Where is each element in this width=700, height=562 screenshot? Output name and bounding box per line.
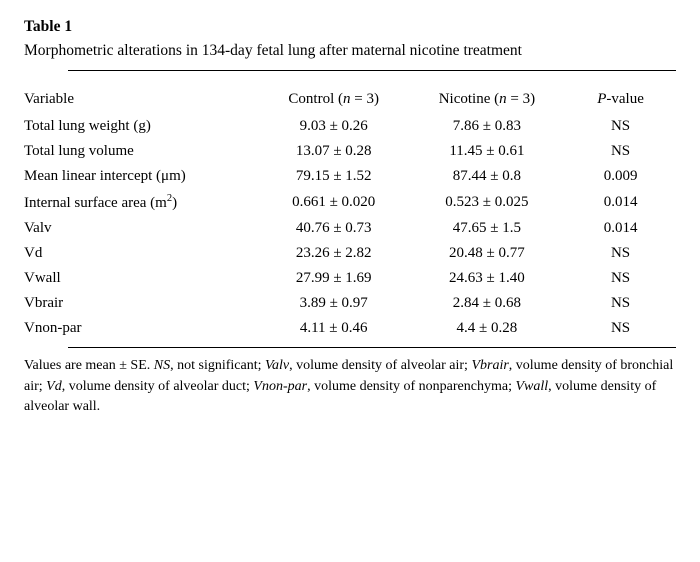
cell-variable: Vnon-par <box>24 316 259 341</box>
footnote-vd-def: , volume density of alveolar duct; <box>62 379 254 394</box>
cell-control: 23.26 ± 2.82 <box>259 241 409 266</box>
footnote-ns-abbr: NS <box>154 358 170 373</box>
cell-variable: Vbrair <box>24 291 259 316</box>
table-row: Internal surface area (m2) 0.661 ± 0.020… <box>24 189 676 216</box>
cell-control: 4.11 ± 0.46 <box>259 316 409 341</box>
table-caption: Morphometric alterations in 134-day feta… <box>24 40 676 62</box>
bottom-rule-wrapper <box>24 347 676 348</box>
cell-nicotine: 24.63 ± 1.40 <box>409 266 565 291</box>
footnote-vnonpar-abbr: Vnon-par <box>253 379 307 394</box>
footnote-vnonpar-def: , volume density of nonparenchyma; <box>307 379 515 394</box>
top-rule-wrapper <box>24 70 676 71</box>
table-row: Total lung weight (g) 9.03 ± 0.26 7.86 ±… <box>24 114 676 139</box>
cell-nicotine: 0.523 ± 0.025 <box>409 189 565 216</box>
header-control-suffix: = 3) <box>351 91 379 107</box>
cell-nicotine: 87.44 ± 0.8 <box>409 164 565 189</box>
table-row: Vbrair 3.89 ± 0.97 2.84 ± 0.68 NS <box>24 291 676 316</box>
cell-control: 40.76 ± 0.73 <box>259 216 409 241</box>
header-variable: Variable <box>24 81 259 114</box>
table-row: Vwall 27.99 ± 1.69 24.63 ± 1.40 NS <box>24 266 676 291</box>
cell-variable: Total lung volume <box>24 139 259 164</box>
cell-nicotine: 4.4 ± 0.28 <box>409 316 565 341</box>
cell-pvalue: 0.014 <box>565 189 676 216</box>
cell-var-unit: μ <box>161 168 169 184</box>
cell-variable: Vd <box>24 241 259 266</box>
cell-variable: Vwall <box>24 266 259 291</box>
cell-nicotine: 20.48 ± 0.77 <box>409 241 565 266</box>
data-table: Variable Control (n = 3) Nicotine (n = 3… <box>24 81 676 341</box>
header-pvalue-suffix: -value <box>606 91 643 107</box>
header-control-n: n <box>343 91 351 107</box>
header-nicotine-prefix: Nicotine ( <box>439 91 499 107</box>
cell-control: 0.661 ± 0.020 <box>259 189 409 216</box>
table-container: Table 1 Morphometric alterations in 134-… <box>24 18 676 417</box>
table-row: Vd 23.26 ± 2.82 20.48 ± 0.77 NS <box>24 241 676 266</box>
cell-var-prefix: Internal surface area (m <box>24 195 167 211</box>
cell-control: 27.99 ± 1.69 <box>259 266 409 291</box>
cell-pvalue: NS <box>565 139 676 164</box>
cell-control: 13.07 ± 0.28 <box>259 139 409 164</box>
cell-control: 79.15 ± 1.52 <box>259 164 409 189</box>
table-row: Vnon-par 4.11 ± 0.46 4.4 ± 0.28 NS <box>24 316 676 341</box>
footnote-valv-def: , volume density of alveolar air; <box>289 358 471 373</box>
cell-pvalue: 0.009 <box>565 164 676 189</box>
header-control-prefix: Control ( <box>288 91 343 107</box>
table-row: Valv 40.76 ± 0.73 47.65 ± 1.5 0.014 <box>24 216 676 241</box>
table-row: Mean linear intercept (μm) 79.15 ± 1.52 … <box>24 164 676 189</box>
header-pvalue: P-value <box>565 81 676 114</box>
table-body: Total lung weight (g) 9.03 ± 0.26 7.86 ±… <box>24 114 676 341</box>
cell-variable: Total lung weight (g) <box>24 114 259 139</box>
footnote-vwall-abbr: Vwall <box>515 379 548 394</box>
cell-nicotine: 47.65 ± 1.5 <box>409 216 565 241</box>
footnote-intro: Values are mean ± SE. <box>24 358 154 373</box>
cell-variable: Valv <box>24 216 259 241</box>
footnote-valv-abbr: Valv <box>265 358 289 373</box>
cell-pvalue: NS <box>565 266 676 291</box>
cell-pvalue: NS <box>565 316 676 341</box>
cell-var-prefix: Mean linear intercept ( <box>24 168 161 184</box>
cell-pvalue: NS <box>565 291 676 316</box>
header-nicotine-n: n <box>499 91 507 107</box>
cell-control: 9.03 ± 0.26 <box>259 114 409 139</box>
cell-variable: Internal surface area (m2) <box>24 189 259 216</box>
table-label: Table 1 <box>24 18 676 36</box>
table-footnote: Values are mean ± SE. NS, not significan… <box>24 356 676 417</box>
table-head: Variable Control (n = 3) Nicotine (n = 3… <box>24 81 676 114</box>
cell-pvalue: NS <box>565 241 676 266</box>
cell-var-suffix: m) <box>169 168 186 184</box>
header-nicotine: Nicotine (n = 3) <box>409 81 565 114</box>
cell-nicotine: 2.84 ± 0.68 <box>409 291 565 316</box>
footnote-vbrair-abbr: Vbrair <box>471 358 508 373</box>
header-row: Variable Control (n = 3) Nicotine (n = 3… <box>24 81 676 114</box>
footnote-ns-def: , not significant; <box>170 358 265 373</box>
header-nicotine-suffix: = 3) <box>507 91 535 107</box>
cell-pvalue: 0.014 <box>565 216 676 241</box>
footnote-vd-abbr: Vd <box>46 379 62 394</box>
cell-variable: Mean linear intercept (μm) <box>24 164 259 189</box>
cell-control: 3.89 ± 0.97 <box>259 291 409 316</box>
table-row: Total lung volume 13.07 ± 0.28 11.45 ± 0… <box>24 139 676 164</box>
cell-var-suffix: ) <box>172 195 177 211</box>
bottom-rule <box>68 347 676 348</box>
cell-nicotine: 11.45 ± 0.61 <box>409 139 565 164</box>
cell-nicotine: 7.86 ± 0.83 <box>409 114 565 139</box>
top-rule <box>68 70 676 71</box>
header-control: Control (n = 3) <box>259 81 409 114</box>
cell-pvalue: NS <box>565 114 676 139</box>
